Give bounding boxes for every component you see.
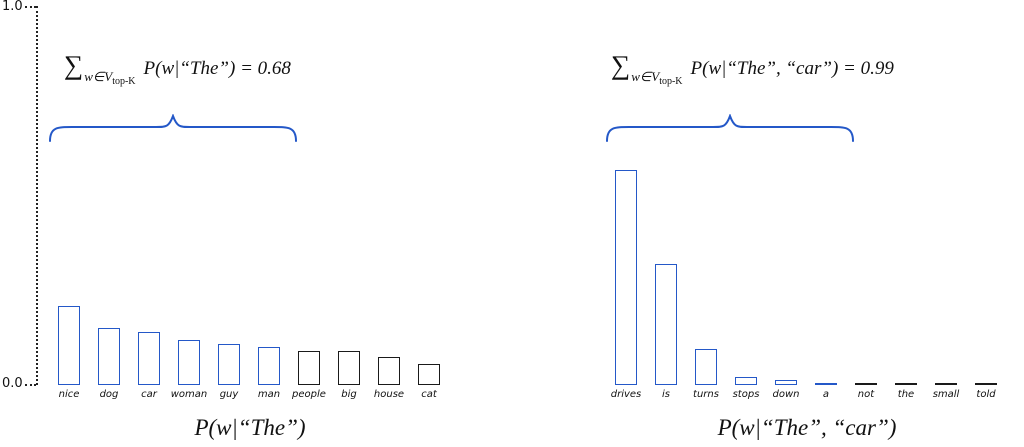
bar-label: the [897, 389, 915, 400]
bar-group: car [138, 332, 160, 403]
bar [258, 347, 280, 385]
bar [895, 383, 917, 385]
bar-group: big [338, 351, 360, 403]
bar-group: house [374, 357, 404, 403]
chart-left: ∑w∈Vtop-K P(w|“The”) = 0.68 nice dog car wom… [40, 0, 470, 447]
sum-formula: P(w|“The”) = 0.68 [143, 58, 291, 79]
bar-label: told [976, 389, 996, 400]
bar-label: man [257, 389, 281, 400]
sum-subscript-main: w∈V [631, 69, 660, 84]
bar [418, 364, 440, 385]
bar-label: nice [58, 389, 80, 400]
bar-label: woman [170, 389, 208, 400]
sum-annotation-right: ∑w∈Vtop-K P(w|“The”, “car”) = 0.99 [611, 50, 894, 87]
bar-label: turns [693, 389, 719, 400]
sigma-symbol: ∑ [64, 50, 84, 80]
sum-subscript-main: w∈V [84, 69, 113, 84]
bar-group: woman [171, 340, 207, 403]
bar-label: down [772, 389, 800, 400]
bar-label: car [141, 389, 157, 400]
y-axis-label-min: 0.0 [2, 376, 23, 391]
sum-annotation-left: ∑w∈Vtop-K P(w|“The”) = 0.68 [64, 50, 291, 87]
bar-group: nice [58, 306, 80, 403]
bar-group: cat [418, 364, 440, 403]
bars-right: drives is turns stops down a not the small told [611, 170, 997, 403]
bar-group: dog [98, 328, 120, 403]
bar [855, 383, 877, 385]
bar-group: guy [218, 344, 240, 403]
sigma-symbol: ∑ [611, 50, 631, 80]
bar-group: turns [693, 349, 719, 403]
x-axis-title-right: P(w|“The”, “car”) [717, 415, 897, 440]
y-tick-max [25, 6, 36, 8]
bar-group: people [292, 351, 326, 403]
bar [338, 351, 360, 385]
bar-label: dog [99, 389, 119, 400]
bar [695, 349, 717, 385]
bar-group: told [975, 383, 997, 403]
bar-label: stops [732, 389, 760, 400]
bar [378, 357, 400, 385]
bar-group: the [895, 383, 917, 403]
bar-label: house [373, 389, 405, 400]
bar-group: small [932, 383, 960, 403]
bar-group: is [655, 264, 677, 403]
bar-group: man [258, 347, 280, 403]
y-axis-label-max: 1.0 [2, 0, 23, 14]
x-axis-title-left: P(w|“The”) [194, 415, 306, 440]
bar-label: small [932, 389, 960, 400]
bar-label: is [662, 389, 670, 400]
bar-group: a [815, 383, 837, 403]
bar [98, 328, 120, 385]
bar [815, 383, 837, 385]
bar [935, 383, 957, 385]
sum-subscript: w∈Vtop-K [84, 69, 136, 87]
topk-brace-icon [49, 114, 297, 142]
bar-label: guy [219, 389, 239, 400]
bar-label: cat [421, 389, 437, 400]
bar [218, 344, 240, 385]
bar-label: drives [610, 389, 642, 400]
y-tick-min [25, 384, 36, 386]
bar [298, 351, 320, 385]
sum-subscript-topk: top-K [112, 76, 136, 87]
sum-formula: P(w|“The”, “car”) = 0.99 [690, 58, 894, 79]
bar-group: down [772, 380, 800, 403]
bar-label: not [857, 389, 875, 400]
bar [615, 170, 637, 385]
chart-right: ∑w∈Vtop-K P(w|“The”, “car”) = 0.99 drives… [597, 0, 1024, 447]
y-axis-line [36, 6, 38, 385]
sum-subscript-topk: top-K [659, 76, 683, 87]
bar-label: people [292, 389, 326, 400]
bar [138, 332, 160, 385]
bars-left: nice dog car woman guy man people big house cat [58, 306, 440, 403]
bar [178, 340, 200, 385]
bar [975, 383, 997, 385]
bar [58, 306, 80, 385]
topk-brace-icon [606, 114, 854, 142]
sum-subscript: w∈Vtop-K [631, 69, 683, 87]
bar-group: stops [732, 377, 760, 403]
bar-group: drives [611, 170, 641, 403]
bar-label: big [341, 389, 357, 400]
bar-group: not [855, 383, 877, 403]
bar-label: a [822, 389, 830, 400]
bar [735, 377, 757, 385]
bar [655, 264, 677, 385]
bar [775, 380, 797, 385]
